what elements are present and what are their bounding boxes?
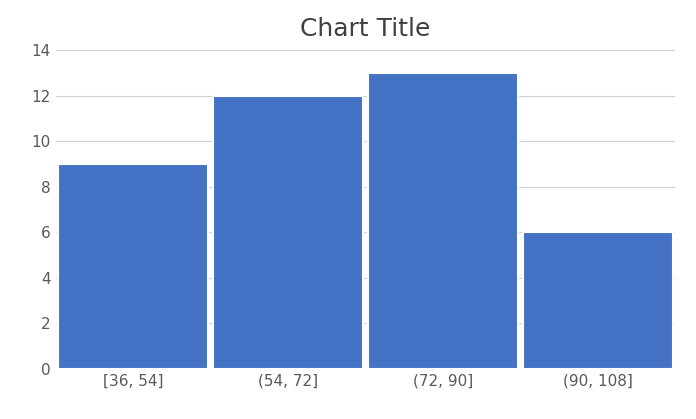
Title: Chart Title: Chart Title (300, 18, 431, 41)
Bar (367, 73, 518, 369)
Bar (58, 164, 208, 369)
Bar (213, 96, 363, 369)
Bar (523, 232, 673, 369)
